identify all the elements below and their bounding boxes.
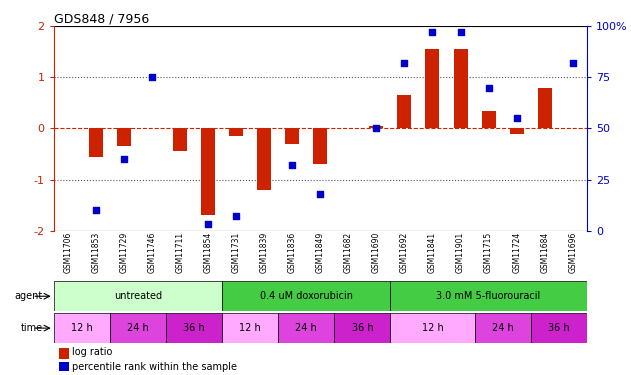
Point: [231, 213, 241, 219]
Bar: [313, 128, 327, 164]
Bar: [110, 313, 166, 343]
Point: [512, 115, 522, 121]
Bar: [117, 128, 131, 146]
Text: 3.0 mM 5-fluorouracil: 3.0 mM 5-fluorouracil: [437, 291, 541, 301]
Text: GDS848 / 7956: GDS848 / 7956: [54, 12, 149, 25]
Bar: [222, 281, 391, 311]
Point: [316, 191, 326, 197]
Point: [203, 222, 213, 228]
Point: [427, 29, 437, 35]
Point: [119, 156, 129, 162]
Bar: [166, 313, 222, 343]
Text: 24 h: 24 h: [127, 323, 149, 333]
Bar: [531, 313, 587, 343]
Bar: [173, 128, 187, 152]
Bar: [454, 49, 468, 128]
Text: 12 h: 12 h: [422, 323, 444, 333]
Bar: [538, 88, 551, 128]
Point: [568, 60, 578, 66]
Point: [399, 60, 410, 66]
Bar: [229, 128, 243, 136]
Point: [483, 85, 493, 91]
Bar: [54, 281, 222, 311]
Bar: [398, 95, 411, 128]
Bar: [89, 128, 103, 156]
Text: untreated: untreated: [114, 291, 162, 301]
Bar: [391, 281, 587, 311]
Text: agent: agent: [15, 291, 43, 301]
Point: [456, 29, 466, 35]
Bar: [391, 313, 475, 343]
Bar: [475, 313, 531, 343]
Text: 36 h: 36 h: [351, 323, 373, 333]
Bar: [425, 49, 440, 128]
Bar: [285, 128, 299, 144]
Bar: [278, 313, 334, 343]
Point: [91, 207, 101, 213]
Bar: [369, 126, 384, 128]
Point: [147, 74, 157, 80]
Bar: [54, 313, 110, 343]
Bar: [257, 128, 271, 190]
Text: 24 h: 24 h: [492, 323, 514, 333]
Point: [371, 125, 381, 132]
Text: 0.4 uM doxorubicin: 0.4 uM doxorubicin: [260, 291, 353, 301]
Text: 36 h: 36 h: [183, 323, 205, 333]
Text: 36 h: 36 h: [548, 323, 570, 333]
Bar: [222, 313, 278, 343]
Bar: [334, 313, 391, 343]
Bar: [201, 128, 215, 215]
Text: 24 h: 24 h: [295, 323, 317, 333]
Text: log ratio: log ratio: [73, 347, 113, 357]
Text: 12 h: 12 h: [71, 323, 93, 333]
Bar: [59, 348, 69, 359]
Text: 12 h: 12 h: [239, 323, 261, 333]
Bar: [510, 128, 524, 133]
Bar: [59, 362, 69, 374]
Text: time: time: [21, 323, 43, 333]
Text: percentile rank within the sample: percentile rank within the sample: [73, 362, 237, 372]
Point: [287, 162, 297, 168]
Bar: [481, 111, 495, 128]
